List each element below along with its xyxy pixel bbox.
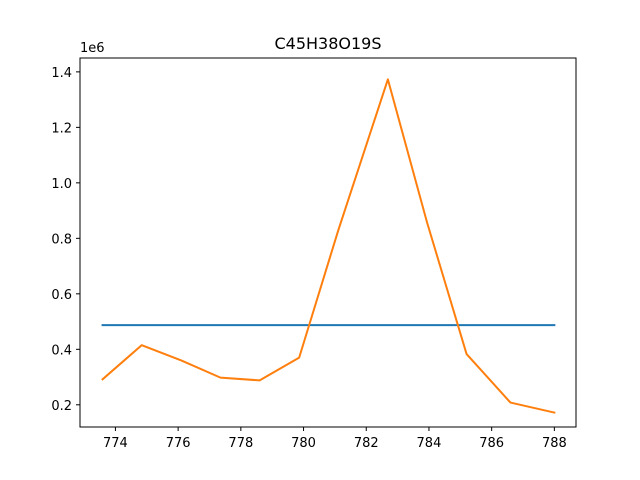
y-tick-label: 0.8 xyxy=(51,232,72,247)
axes-layer: 774 776 778 780 782 784 786 788 0.2 0.4 0.6 0.8 1.0 1… xyxy=(51,57,577,451)
x-tick-label: 776 xyxy=(166,436,191,451)
x-tick-label: 788 xyxy=(542,436,567,451)
plot-background xyxy=(80,58,576,427)
y-tick-label: 0.4 xyxy=(51,343,72,358)
x-tick-label: 780 xyxy=(291,436,316,451)
x-tick-label: 774 xyxy=(103,436,128,451)
series-layer xyxy=(101,78,556,414)
axes-frame xyxy=(79,57,577,428)
chart-title: C45H38O19S xyxy=(274,34,381,53)
y-axis-offset-label: 1e6 xyxy=(80,41,105,56)
y-tick-label: 1.2 xyxy=(51,121,72,136)
x-tick-label: 784 xyxy=(417,436,442,451)
x-tick-label: 778 xyxy=(228,436,253,451)
series-line-2 xyxy=(101,78,556,414)
y-tick-label: 0.6 xyxy=(51,288,72,303)
plot-area xyxy=(80,58,576,427)
y-tick-label: 1.0 xyxy=(51,177,72,192)
y-tick-label: 1.4 xyxy=(51,66,72,81)
x-tick-label: 782 xyxy=(354,436,379,451)
y-tick-label: 0.2 xyxy=(51,399,72,414)
x-tick-label: 786 xyxy=(479,436,504,451)
